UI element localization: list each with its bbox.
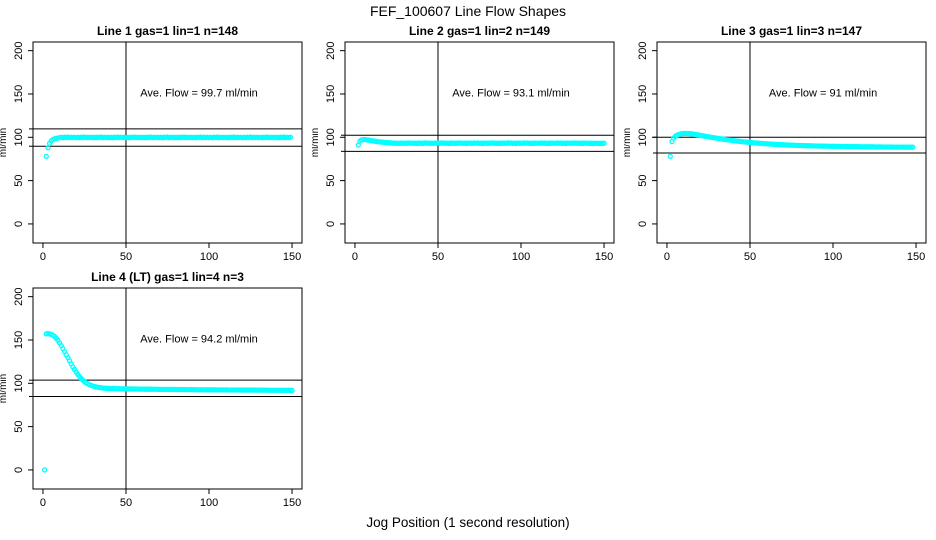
- panel-title: Line 3 gas=1 lin=3 n=147: [721, 24, 862, 38]
- data-points: [355, 136, 607, 148]
- y-tick-label: 50: [325, 174, 337, 186]
- plot-box: [32, 287, 303, 490]
- data-points: [41, 330, 295, 473]
- x-tick-label: 100: [512, 251, 530, 263]
- plot-canvas-3: Line 3 gas=1 lin=3 n=147 0 50 100 150 0 50 100 1…: [622, 24, 927, 263]
- data-points: [667, 130, 916, 160]
- panel-line-2: Line 2 gas=1 lin=2 n=149 0 50 100 150 0 50 100 1…: [310, 24, 624, 270]
- y-tick-label: 150: [13, 331, 25, 349]
- x-tick-label: 0: [40, 497, 46, 509]
- x-tick-label: 100: [824, 251, 842, 263]
- figure-title: FEF_100607 Line Flow Shapes: [369, 3, 567, 19]
- y-tick-label: 0: [13, 467, 25, 473]
- y-tick-label: 100: [13, 128, 25, 146]
- plot-box: [344, 41, 615, 244]
- panel-line-4: Line 4 (LT) gas=1 lin=4 n=3 0 50 100 150 0 50 1…: [0, 270, 312, 516]
- ave-flow-annotation: Ave. Flow = 94.2 ml/min: [140, 333, 257, 345]
- y-tick-label: 200: [637, 41, 649, 59]
- y-tick-label: 150: [637, 85, 649, 103]
- y-tick-label: 50: [13, 174, 25, 186]
- x-tick-label: 100: [200, 497, 218, 509]
- plot-canvas-1: Line 1 gas=1 lin=1 n=148 0 50 100 150 0 50 100 1…: [0, 24, 303, 263]
- plot-box: [656, 41, 927, 244]
- y-tick-label: 200: [325, 41, 337, 59]
- y-tick-label: 50: [637, 174, 649, 186]
- panel-title: Line 1 gas=1 lin=1 n=148: [97, 24, 238, 38]
- y-tick-label: 150: [325, 85, 337, 103]
- data-points: [43, 134, 294, 160]
- x-tick-label: 50: [744, 251, 756, 263]
- y-tick-label: 100: [637, 128, 649, 146]
- x-axis-label: Jog Position (1 second resolution): [366, 515, 570, 530]
- x-tick-label: 50: [120, 251, 132, 263]
- y-axis-title: ml/min: [312, 128, 321, 157]
- x-tick-label: 150: [595, 251, 613, 263]
- y-tick-label: 150: [13, 85, 25, 103]
- x-tick-label: 0: [352, 251, 358, 263]
- panel-line-3: Line 3 gas=1 lin=3 n=147 0 50 100 150 0 50 100 1…: [622, 24, 936, 270]
- ave-flow-annotation: Ave. Flow = 91 ml/min: [769, 87, 877, 99]
- panel-title: Line 4 (LT) gas=1 lin=4 n=3: [91, 270, 244, 284]
- y-tick-label: 100: [325, 128, 337, 146]
- y-tick-label: 0: [13, 221, 25, 227]
- plot-box: [32, 41, 303, 244]
- x-tick-label: 150: [907, 251, 925, 263]
- y-tick-label: 200: [13, 41, 25, 59]
- ave-flow-annotation: Ave. Flow = 93.1 ml/min: [452, 87, 569, 99]
- x-tick-label: 150: [283, 497, 301, 509]
- plot-canvas-2: Line 2 gas=1 lin=2 n=149 0 50 100 150 0 50 100 1…: [310, 24, 615, 263]
- x-tick-label: 100: [200, 251, 218, 263]
- plot-canvas-4: Line 4 (LT) gas=1 lin=4 n=3 0 50 100 150 0 50 1…: [0, 270, 303, 509]
- y-tick-label: 50: [13, 420, 25, 432]
- panel-line-1: Line 1 gas=1 lin=1 n=148 0 50 100 150 0 50 100 1…: [0, 24, 312, 270]
- x-tick-label: 50: [120, 497, 132, 509]
- y-axis-title: ml/min: [0, 128, 9, 157]
- y-tick-label: 100: [13, 374, 25, 392]
- y-axis-title: ml/min: [0, 374, 9, 403]
- x-tick-label: 50: [432, 251, 444, 263]
- y-tick-label: 0: [325, 221, 337, 227]
- x-tick-label: 0: [664, 251, 670, 263]
- y-tick-label: 200: [13, 287, 25, 305]
- x-tick-label: 150: [283, 251, 301, 263]
- panel-title: Line 2 gas=1 lin=2 n=149: [409, 24, 550, 38]
- x-tick-label: 0: [40, 251, 46, 263]
- ave-flow-annotation: Ave. Flow = 99.7 ml/min: [140, 87, 257, 99]
- y-tick-label: 0: [637, 221, 649, 227]
- y-axis-title: ml/min: [624, 128, 633, 157]
